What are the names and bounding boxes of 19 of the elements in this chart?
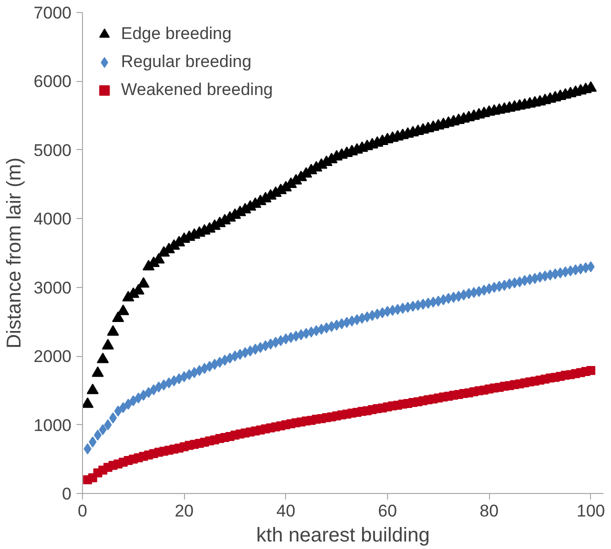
legend-label: Edge breeding (121, 24, 232, 44)
x-tick-label: 40 (276, 502, 296, 520)
y-tick-label: 7000 (34, 4, 72, 22)
x-axis-title: kth nearest building (256, 524, 430, 546)
y-tick-label: 1000 (34, 416, 72, 435)
x-tick-label: 100 (576, 502, 605, 520)
y-tick-label: 3000 (34, 278, 72, 298)
x-tick-label: 80 (480, 502, 499, 520)
y-tick-label: 0 (62, 484, 72, 504)
legend-label: Weakened breeding (121, 80, 273, 100)
y-tick-label: 4000 (34, 210, 72, 229)
x-tick-label: 60 (378, 502, 397, 520)
y-axis-title: Distance from lair (m) (4, 157, 26, 349)
y-tick-label: 5000 (34, 140, 72, 160)
legend-label: Regular breeding (121, 52, 252, 72)
x-tick-label: 0 (78, 502, 88, 520)
y-tick-label: 2000 (34, 347, 72, 366)
y-tick-label: 6000 (34, 72, 72, 92)
x-tick-label: 20 (174, 502, 194, 520)
